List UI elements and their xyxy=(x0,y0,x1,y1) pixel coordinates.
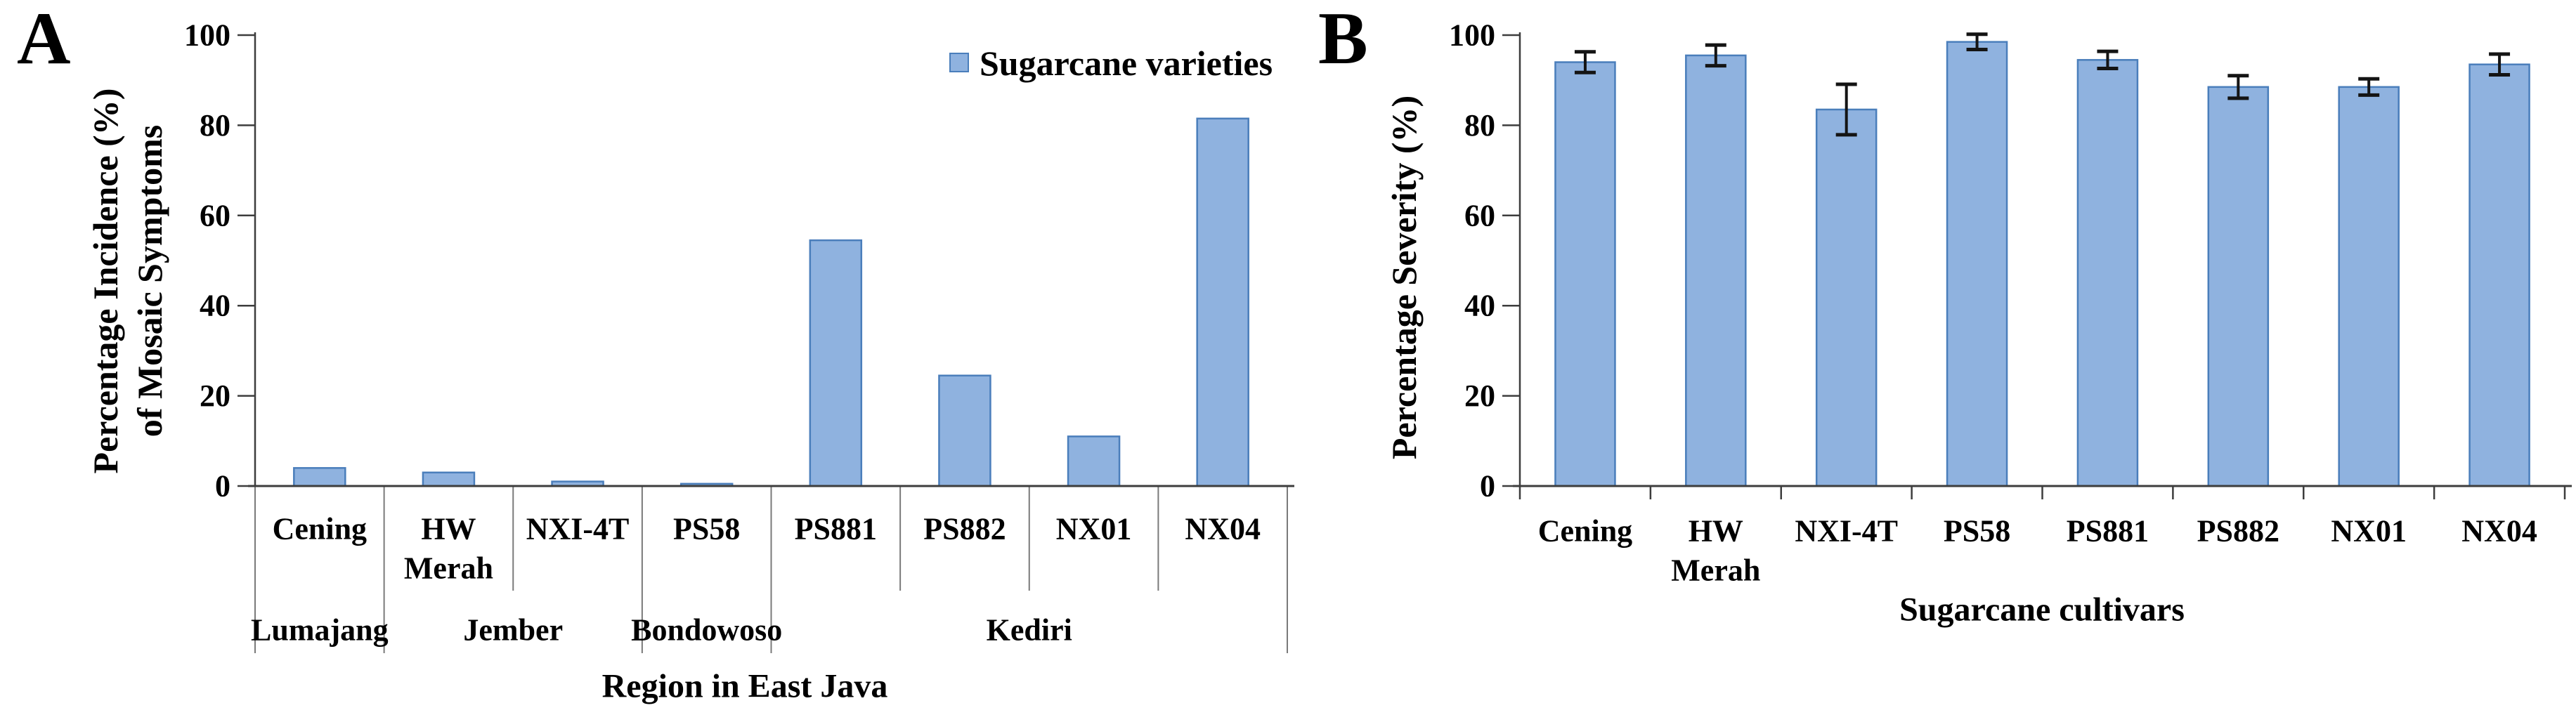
category-label-PS58: PS58 xyxy=(673,512,740,546)
legend: Sugarcane varieties xyxy=(949,44,1273,83)
bar-NX04 xyxy=(2468,63,2530,487)
y-tick-label: 0 xyxy=(215,469,230,504)
group-label-Bondowoso: Bondowoso xyxy=(631,613,782,648)
error-bar-HW Merah xyxy=(1705,43,1726,68)
bar-PS881 xyxy=(809,239,863,487)
bar-PS882 xyxy=(938,374,991,487)
bar-NX01 xyxy=(1067,435,1121,487)
bar-Cening xyxy=(293,467,346,487)
category-label-HW Merah: HW xyxy=(421,512,476,546)
error-bar-PS58 xyxy=(1966,32,1988,52)
panel-b-letter: B xyxy=(1318,0,1368,79)
y-tick-label: 60 xyxy=(200,198,230,232)
group-label-Kediri: Kediri xyxy=(987,613,1072,648)
category-label-PS882: PS882 xyxy=(2197,514,2279,549)
error-bar-PS881 xyxy=(2097,49,2119,71)
y-axis-title: of Mosaic Symptoms xyxy=(130,125,169,437)
y-tick-label: 100 xyxy=(1449,18,1495,53)
category-label-PS882: PS882 xyxy=(923,512,1006,546)
bar-PS882 xyxy=(2207,86,2270,487)
y-tick-label: 40 xyxy=(1464,289,1495,323)
category-label-HW Merah: Merah xyxy=(1671,553,1760,588)
category-label-Cening: Cening xyxy=(273,512,367,546)
category-label-Cening: Cening xyxy=(1538,514,1632,549)
category-label-NX01: NX01 xyxy=(2331,514,2407,549)
panel-a-letter: A xyxy=(17,0,71,79)
bar-HW Merah xyxy=(1685,54,1747,487)
y-tick-label: 0 xyxy=(1480,469,1495,504)
category-label-NX01: NX01 xyxy=(1056,512,1132,546)
category-label-NX04: NX04 xyxy=(2461,514,2537,549)
bar-PS881 xyxy=(2076,59,2139,487)
bar-NX04 xyxy=(1196,117,1249,487)
y-tick-label: 100 xyxy=(184,18,230,53)
group-label-Lumajang: Lumajang xyxy=(251,613,389,648)
category-label-PS881: PS881 xyxy=(795,512,877,546)
category-label-NXI-4T: NXI-4T xyxy=(1795,514,1898,549)
category-label-PS881: PS881 xyxy=(2067,514,2149,549)
category-label-NXI-4T: NXI-4T xyxy=(526,512,630,546)
bar-NX01 xyxy=(2338,86,2400,487)
y-axis-title: Percentage Severity (%) xyxy=(1384,96,1424,459)
category-label-PS58: PS58 xyxy=(1944,514,2010,549)
legend-label: Sugarcane varieties xyxy=(980,44,1273,83)
error-bar-PS882 xyxy=(2227,74,2249,100)
bar-HW Merah xyxy=(422,471,476,487)
y-tick-label: 80 xyxy=(1464,108,1495,143)
chart-a: Lumajang Jember Bondowoso Kediri 0 20 40 60 80 10… xyxy=(86,18,1294,705)
x-axis-title: Sugarcane cultivars xyxy=(1899,591,2185,629)
category-label-HW Merah: Merah xyxy=(404,551,493,586)
group-label-Jember: Jember xyxy=(463,613,563,648)
bar-Cening xyxy=(1554,61,1616,487)
category-label-NX04: NX04 xyxy=(1185,512,1261,546)
y-tick-label: 20 xyxy=(200,379,230,413)
error-bar-NX04 xyxy=(2489,52,2511,77)
legend-swatch xyxy=(949,53,969,72)
category-label-HW Merah: HW xyxy=(1689,514,1743,549)
y-tick-label: 40 xyxy=(200,289,230,323)
error-bar-NX01 xyxy=(2358,77,2380,97)
bar-NXI-4T xyxy=(1815,108,1878,487)
y-axis-title: Percentage Incidence (%) xyxy=(86,88,125,474)
error-bar-Cening xyxy=(1574,50,1596,74)
chart-b: 0 20 40 60 80 100 Cening HW Merah NXI-4T PS58 PS881… xyxy=(1384,18,2572,629)
bar-PS58 xyxy=(1946,41,2008,487)
error-bar-NXI-4T xyxy=(1835,82,1857,137)
y-tick-label: 60 xyxy=(1464,198,1495,232)
y-tick-label: 20 xyxy=(1464,379,1495,413)
x-axis-title: Region in East Java xyxy=(602,668,888,705)
y-tick-label: 80 xyxy=(200,108,230,143)
